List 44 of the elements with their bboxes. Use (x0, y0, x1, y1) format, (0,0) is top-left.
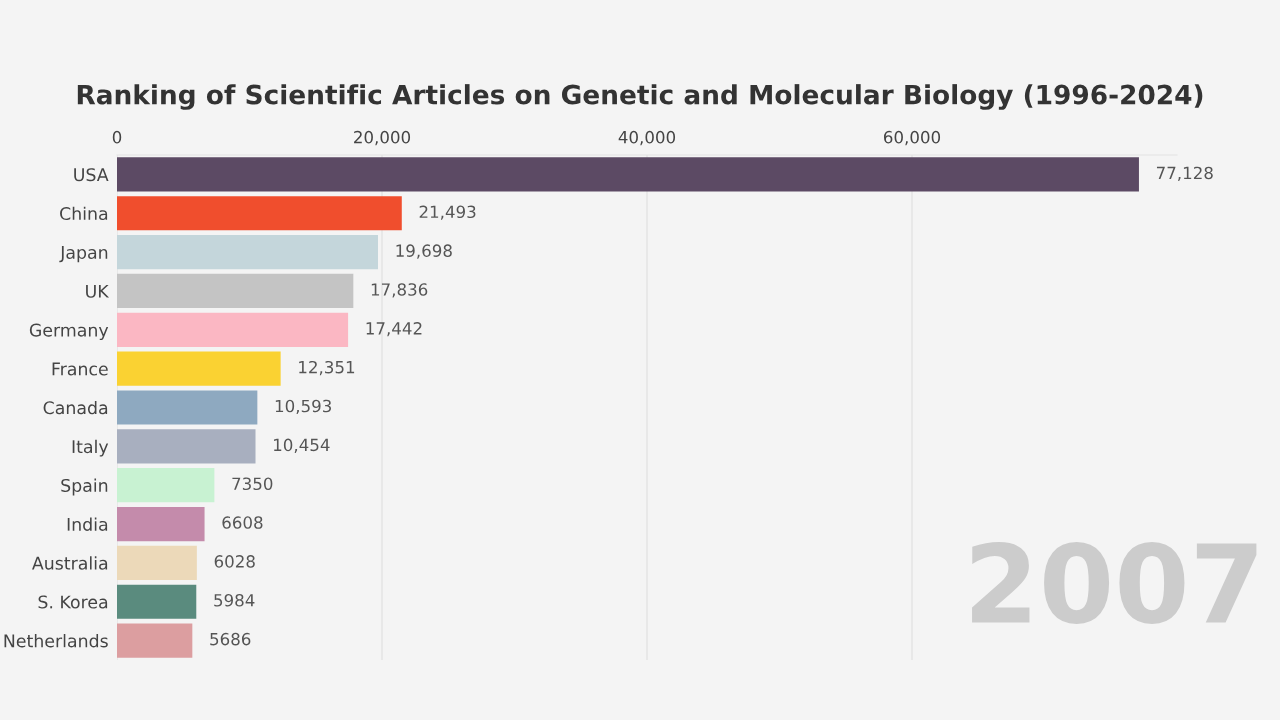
data-label: 10,454 (274, 438, 330, 453)
data-label: 5984 (214, 593, 255, 607)
bar (117, 312, 349, 347)
data-label: 12,351 (299, 360, 355, 376)
y-tick-label: France (52, 362, 108, 376)
y-tick-label: China (60, 206, 108, 221)
y-tick-label: India (67, 517, 108, 531)
data-label: 5686 (210, 632, 251, 646)
data-label: 17,836 (371, 283, 428, 298)
y-tick-label: UK (86, 284, 110, 298)
x-tick-label: 40,000 (618, 130, 676, 146)
y-tick-label: Italy (72, 439, 109, 457)
data-label: 21,493 (419, 205, 476, 220)
data-label: 10,593 (275, 399, 332, 415)
bar (117, 623, 193, 658)
data-label: 77,128 (1156, 166, 1213, 181)
bar (117, 429, 256, 464)
y-tick-label: Spain (61, 478, 108, 496)
y-tick-label: Canada (43, 400, 108, 415)
bar (117, 273, 354, 309)
x-tick-label: 0 (112, 130, 122, 144)
y-tick-label: Australia (32, 556, 108, 570)
bar (117, 390, 258, 425)
data-label: 17,442 (366, 322, 422, 337)
y-tick-label: Netherlands (4, 633, 108, 648)
bar (117, 584, 197, 619)
chart-title: Ranking of Scientific Articles on Genetic and Molecular Biology (1996-2024) (77, 84, 1203, 110)
y-tick-label: Germany (29, 323, 109, 341)
x-tick-label: 20,000 (354, 130, 411, 146)
y-tick-label: USA (74, 168, 109, 182)
y-tick-label: Japan (59, 246, 108, 263)
x-tick-label: 60,000 (884, 130, 941, 146)
data-label: 7350 (232, 477, 273, 491)
data-label: 19,698 (396, 244, 452, 259)
bar (117, 196, 402, 231)
y-tick-label: S. Korea (38, 595, 108, 609)
bar (117, 506, 205, 542)
data-label: 6608 (222, 516, 263, 529)
bar (117, 235, 378, 270)
bar (117, 351, 281, 386)
bar (117, 468, 215, 503)
bar (117, 157, 1139, 192)
bar (117, 545, 197, 580)
data-label: 6028 (214, 555, 255, 568)
